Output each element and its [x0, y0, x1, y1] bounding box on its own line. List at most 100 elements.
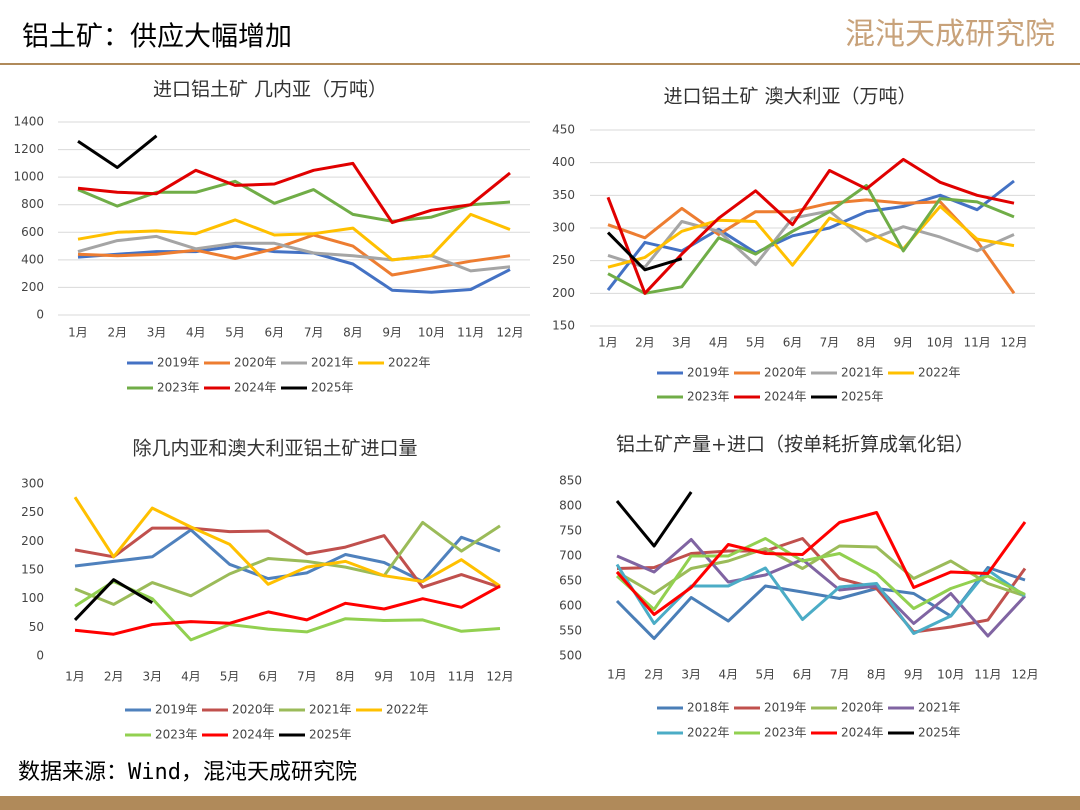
legend-label: 2022年: [386, 703, 429, 717]
chart-title: 进口铝土矿 澳大利亚（万吨）: [663, 86, 916, 108]
legend-label: 2020年: [841, 701, 884, 715]
x-tick-label: 12月: [1011, 668, 1038, 682]
y-tick-label: 800: [21, 197, 44, 211]
series-line: [74, 526, 501, 589]
y-tick-label: 150: [552, 319, 575, 333]
x-tick-label: 12月: [486, 670, 513, 684]
x-tick-label: 6月: [258, 670, 278, 684]
legend-label: 2023年: [157, 381, 200, 395]
x-tick-label: 8月: [343, 326, 363, 340]
y-tick-label: 100: [21, 591, 44, 605]
series-line: [607, 198, 1016, 295]
legend-label: 2021年: [918, 701, 961, 715]
y-tick-label: 300: [552, 221, 575, 235]
x-tick-label: 3月: [681, 668, 701, 682]
legend-label: 2020年: [232, 703, 275, 717]
x-tick-label: 11月: [974, 668, 1001, 682]
x-tick-label: 5月: [220, 670, 240, 684]
x-tick-label: 4月: [709, 336, 729, 350]
y-tick-label: 250: [21, 505, 44, 519]
x-tick-label: 7月: [297, 670, 317, 684]
x-tick-label: 2月: [635, 336, 655, 350]
y-tick-label: 0: [36, 308, 44, 322]
x-tick-label: 2月: [107, 326, 127, 340]
legend-label: 2025年: [311, 381, 354, 395]
legend-label: 2025年: [309, 728, 352, 742]
y-tick-label: 200: [21, 534, 44, 548]
x-tick-label: 7月: [304, 326, 324, 340]
x-tick-label: 1月: [607, 668, 627, 682]
y-tick-label: 600: [559, 599, 582, 613]
footer-bar: [0, 796, 1080, 810]
legend-label: 2024年: [232, 728, 275, 742]
x-tick-label: 10月: [409, 670, 436, 684]
legend-label: 2024年: [764, 390, 807, 404]
x-tick-label: 12月: [496, 326, 523, 340]
y-tick-label: 200: [552, 286, 575, 300]
y-tick-label: 1000: [13, 170, 44, 184]
x-tick-label: 4月: [718, 668, 738, 682]
x-tick-label: 10月: [937, 668, 964, 682]
y-tick-label: 1200: [13, 142, 44, 156]
legend-label: 2023年: [764, 726, 807, 740]
x-tick-label: 6月: [265, 326, 285, 340]
x-tick-label: 4月: [181, 670, 201, 684]
x-tick-label: 7月: [820, 336, 840, 350]
x-tick-label: 5月: [756, 668, 776, 682]
y-tick-label: 650: [559, 574, 582, 588]
series-line: [615, 537, 1026, 611]
y-tick-label: 0: [36, 649, 44, 663]
series-line: [607, 204, 1015, 269]
x-tick-label: 2月: [644, 668, 664, 682]
series-line: [77, 161, 511, 225]
legend-label: 2020年: [764, 366, 807, 380]
x-tick-label: 11月: [448, 670, 475, 684]
series-line: [77, 212, 511, 262]
legend-label: 2023年: [687, 390, 730, 404]
x-tick-label: 3月: [142, 670, 162, 684]
y-tick-label: 350: [552, 188, 575, 202]
x-tick-label: 3月: [672, 336, 692, 350]
series-line: [73, 496, 501, 588]
legend-label: 2024年: [234, 381, 277, 395]
x-tick-label: 1月: [65, 670, 85, 684]
legend-label: 2025年: [841, 390, 884, 404]
series-line: [615, 491, 693, 548]
legend-label: 2021年: [311, 356, 354, 370]
slide-title: 铝土矿：供应大幅增加: [22, 22, 292, 53]
series-line: [77, 233, 511, 277]
x-tick-label: 8月: [857, 336, 877, 350]
y-tick-label: 700: [559, 549, 582, 563]
y-tick-label: 600: [21, 225, 44, 239]
x-tick-label: 3月: [147, 326, 167, 340]
x-tick-label: 1月: [68, 326, 88, 340]
y-tick-label: 250: [552, 253, 575, 267]
y-tick-label: 1400: [13, 115, 44, 129]
series-line: [616, 544, 1026, 598]
y-tick-label: 50: [29, 620, 44, 634]
chart-title: 进口铝土矿 几内亚（万吨）: [153, 79, 387, 101]
x-tick-label: 9月: [893, 336, 913, 350]
legend-label: 2019年: [687, 366, 730, 380]
legend-label: 2022年: [687, 726, 730, 740]
y-tick-label: 150: [21, 563, 44, 577]
legend-label: 2025年: [918, 726, 961, 740]
x-tick-label: 11月: [963, 336, 990, 350]
y-tick-label: 400: [21, 252, 44, 266]
legend-label: 2018年: [687, 701, 730, 715]
y-tick-label: 200: [21, 280, 44, 294]
x-tick-label: 2月: [104, 670, 124, 684]
series-line: [73, 578, 154, 621]
y-tick-label: 300: [21, 477, 44, 491]
series-line: [74, 584, 501, 636]
chart-title: 铝土矿产量+进口（按单耗折算成氧化铝）: [616, 434, 974, 456]
series-line: [77, 179, 511, 223]
series-line: [74, 520, 501, 606]
series-line: [616, 538, 1027, 638]
x-tick-label: 6月: [783, 336, 803, 350]
series-line: [615, 511, 1027, 616]
series-line: [77, 234, 511, 273]
legend-label: 2019年: [155, 703, 198, 717]
series-line: [607, 184, 1015, 295]
